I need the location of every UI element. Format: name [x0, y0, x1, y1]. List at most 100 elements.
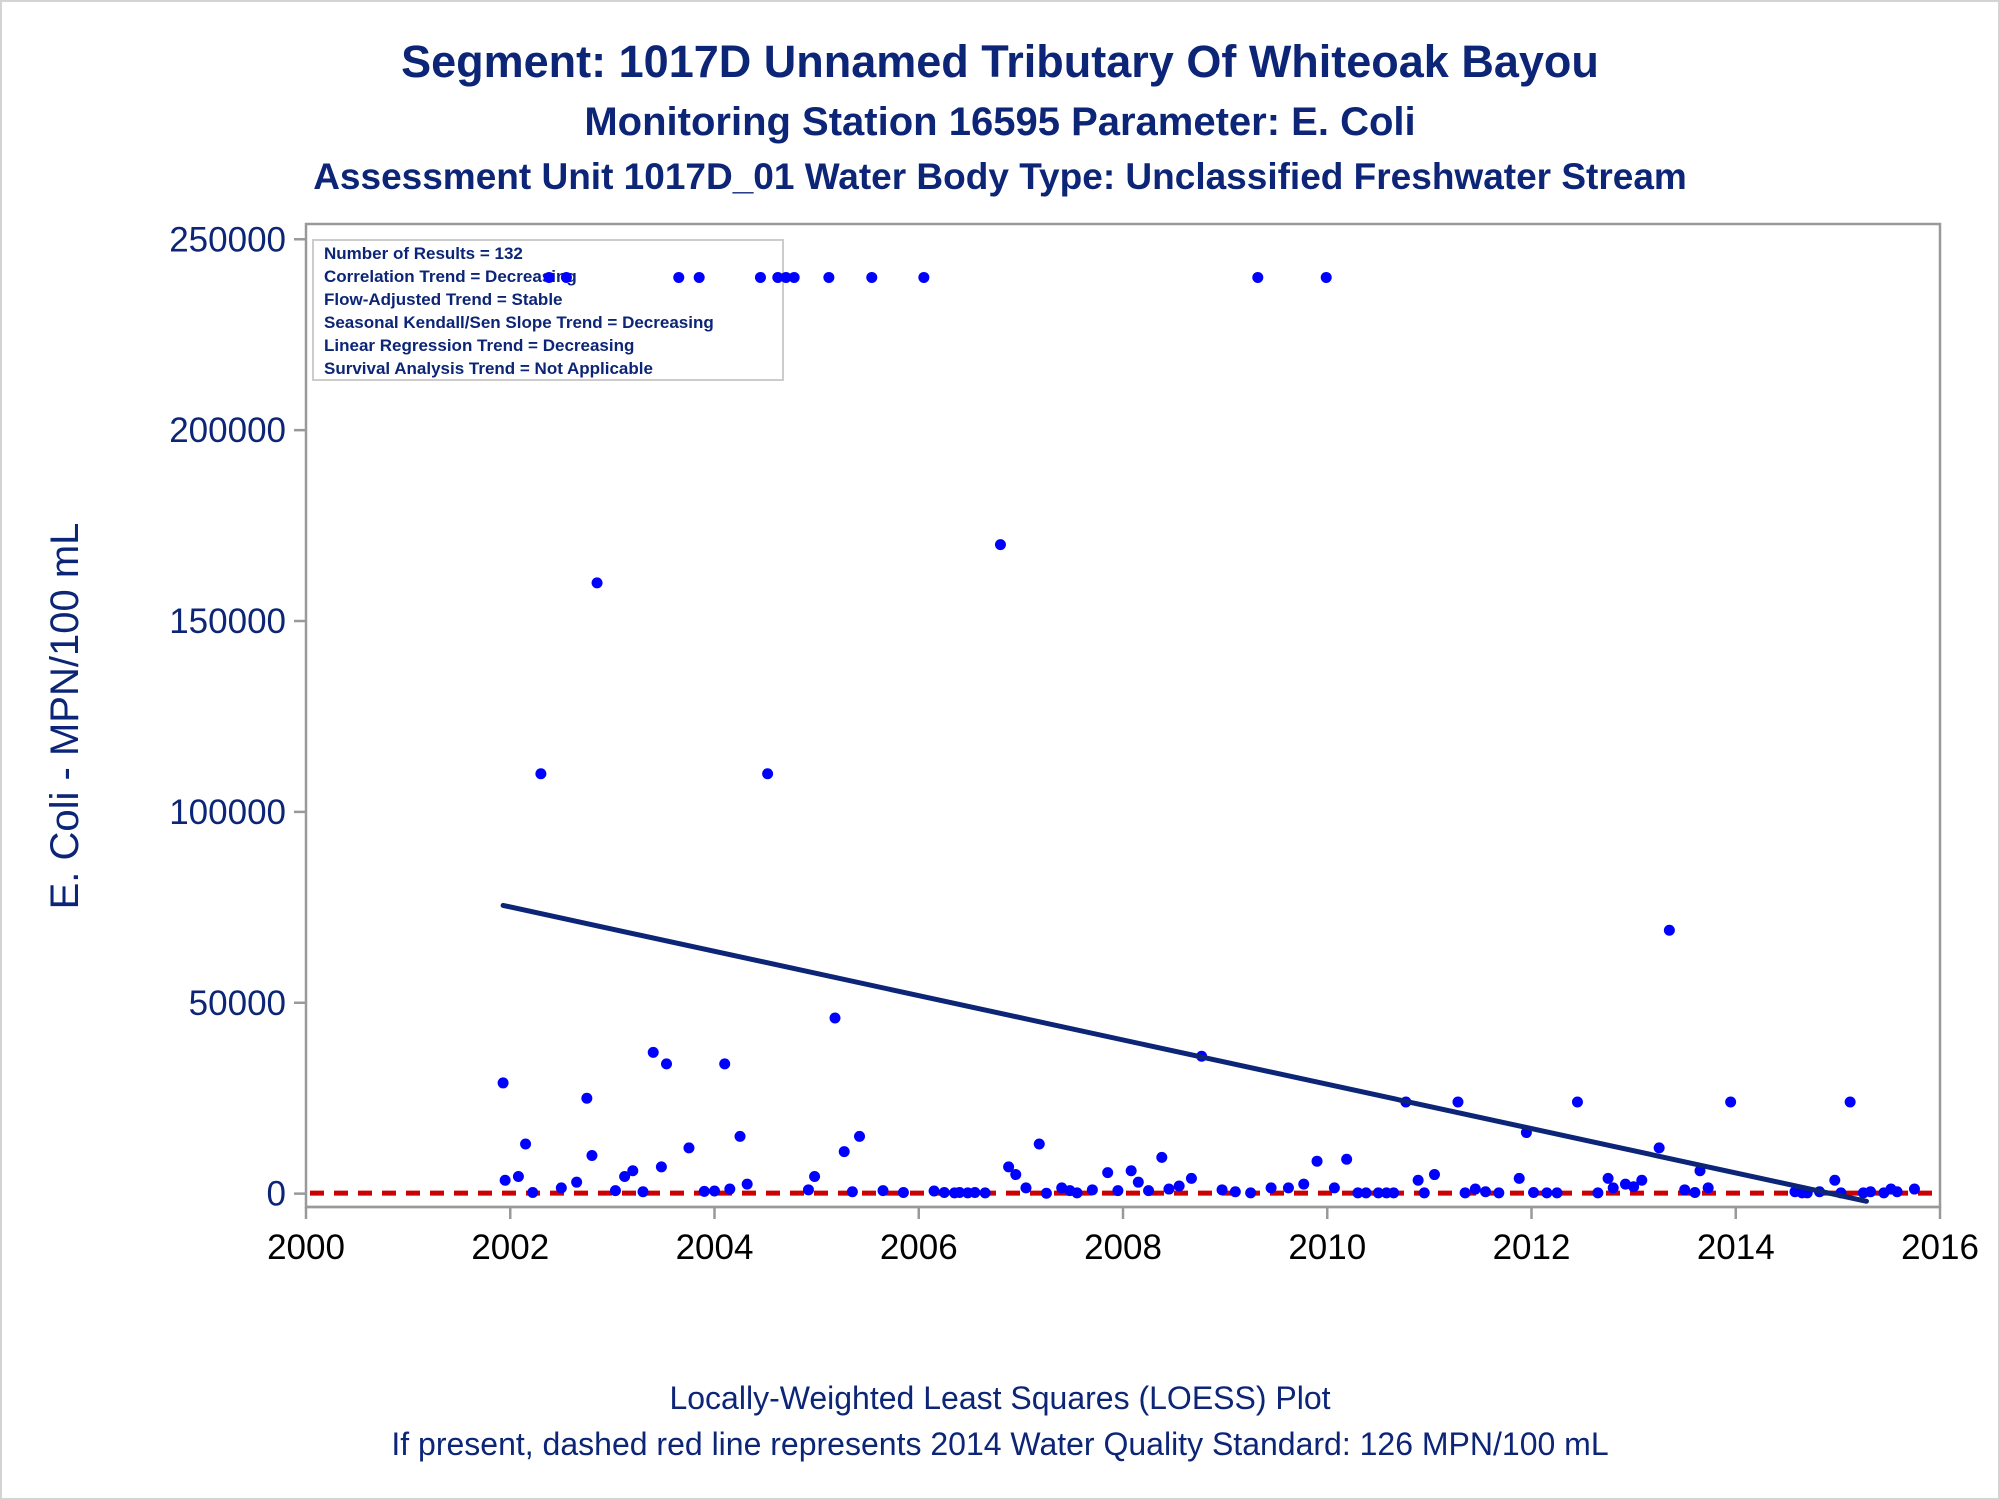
chart-subtitle-assessment: Assessment Unit 1017D_01 Water Body Type…: [313, 156, 1687, 197]
data-point: [762, 768, 774, 780]
x-tick-label: 2008: [1084, 1228, 1162, 1267]
data-point: [1132, 1176, 1144, 1188]
data-point: [788, 271, 800, 283]
data-point: [928, 1185, 940, 1197]
data-point: [1071, 1187, 1083, 1199]
data-point: [1003, 1161, 1015, 1173]
stats-legend-box: [312, 239, 784, 381]
stat-linear-regression-trend: Linear Regression Trend = Decreasing: [324, 336, 634, 355]
data-point: [1528, 1186, 1540, 1198]
data-point: [673, 271, 685, 283]
stat-number-of-results: Number of Results = 132: [324, 244, 523, 263]
data-point: [1010, 1169, 1022, 1181]
data-point: [1418, 1187, 1430, 1199]
y-tick-label: 150000: [169, 602, 286, 641]
data-point: [1102, 1167, 1114, 1179]
data-point: [979, 1187, 991, 1199]
data-point: [499, 1174, 511, 1186]
data-point: [1865, 1186, 1877, 1198]
data-point: [1388, 1187, 1400, 1199]
data-point: [772, 271, 784, 283]
data-points: [497, 271, 1920, 1199]
data-point: [1086, 1184, 1098, 1196]
data-point: [647, 1046, 659, 1058]
data-point: [555, 1182, 567, 1194]
data-point: [1282, 1182, 1294, 1194]
x-tick-label: 2004: [676, 1228, 754, 1267]
data-point: [969, 1186, 981, 1198]
footnote-standard: If present, dashed red line represents 2…: [391, 1426, 1609, 1462]
data-point: [512, 1170, 524, 1182]
y-tick-label: 250000: [169, 220, 286, 259]
data-point: [1891, 1186, 1903, 1198]
data-point: [1469, 1183, 1481, 1195]
data-point: [497, 1077, 509, 1089]
data-point: [1040, 1187, 1052, 1199]
data-point: [1725, 1096, 1737, 1108]
data-point: [535, 768, 547, 780]
data-point: [1229, 1186, 1241, 1198]
data-point: [683, 1142, 695, 1154]
data-point: [938, 1186, 950, 1198]
data-point: [1829, 1174, 1841, 1186]
data-point: [823, 271, 835, 283]
data-point: [1663, 924, 1675, 936]
data-point: [1143, 1185, 1155, 1197]
data-point: [838, 1146, 850, 1158]
data-point: [637, 1186, 649, 1198]
data-point: [1493, 1187, 1505, 1199]
data-point: [994, 539, 1006, 551]
data-point: [1185, 1172, 1197, 1184]
data-point: [1653, 1142, 1665, 1154]
data-point: [1352, 1187, 1364, 1199]
data-point: [1125, 1165, 1137, 1177]
x-tick-label: 2012: [1493, 1228, 1571, 1267]
data-point: [1513, 1172, 1525, 1184]
data-point: [1628, 1181, 1640, 1193]
data-point: [1452, 1096, 1464, 1108]
data-point: [809, 1170, 821, 1182]
stat-seasonal-kendall-trend: Seasonal Kendall/Sen Slope Trend = Decre…: [324, 313, 714, 332]
stat-correlation-trend: Correlation Trend = Decreasing: [324, 267, 577, 286]
y-axis-label: E. Coli - MPN/100 mL: [43, 523, 87, 910]
chart-title: Segment: 1017D Unnamed Tributary Of Whit…: [401, 36, 1599, 87]
data-point: [1341, 1153, 1353, 1165]
data-point: [1702, 1182, 1714, 1194]
data-point: [619, 1170, 631, 1182]
y-tick-label: 100000: [169, 793, 286, 832]
y-tick-label: 200000: [169, 411, 286, 450]
data-point: [655, 1161, 667, 1173]
data-point: [897, 1186, 909, 1198]
data-point: [609, 1185, 621, 1197]
stats-legend: Number of Results = 132 Correlation Tren…: [312, 239, 784, 381]
loess-trend-line: [500, 902, 1869, 1204]
data-point: [1360, 1187, 1372, 1199]
data-point: [1844, 1096, 1856, 1108]
data-point: [1679, 1184, 1691, 1196]
data-point: [1551, 1187, 1563, 1199]
data-point: [1328, 1182, 1340, 1194]
data-point: [1372, 1187, 1384, 1199]
data-point: [802, 1184, 814, 1196]
data-point: [661, 1058, 673, 1070]
stat-flow-adjusted-trend: Flow-Adjusted Trend = Stable: [324, 290, 563, 309]
data-point: [591, 577, 603, 589]
data-point: [1636, 1174, 1648, 1186]
y-axis: 0 50000 100000 150000 200000 250000: [169, 220, 306, 1214]
data-point: [560, 271, 572, 283]
data-point: [1245, 1187, 1257, 1199]
data-point: [571, 1176, 583, 1188]
data-point: [734, 1130, 746, 1142]
data-point: [1163, 1183, 1175, 1195]
data-point: [846, 1186, 858, 1198]
data-point: [1112, 1185, 1124, 1197]
data-point: [709, 1185, 720, 1197]
data-point: [780, 271, 792, 283]
data-point: [698, 1185, 710, 1197]
data-point: [1156, 1151, 1168, 1163]
y-tick-label: 50000: [189, 984, 286, 1023]
data-point: [1252, 271, 1264, 283]
data-point: [1571, 1096, 1583, 1108]
data-point: [754, 271, 766, 283]
